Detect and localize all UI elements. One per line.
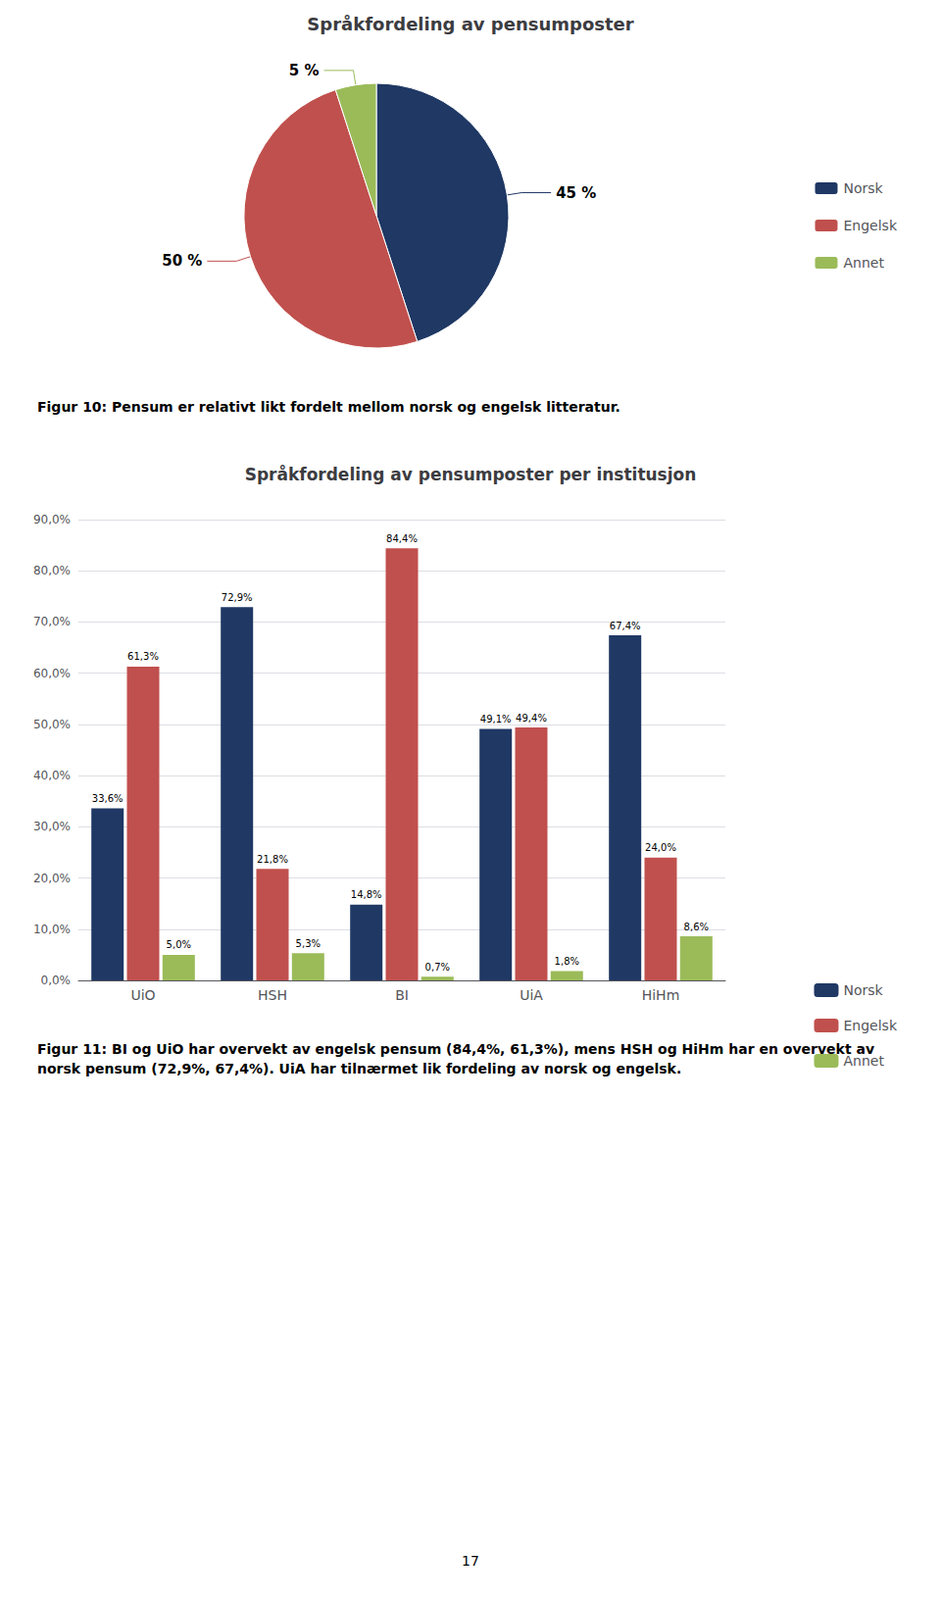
svg-text:Norsk: Norsk	[842, 982, 884, 998]
svg-text:1,8%: 1,8%	[554, 955, 580, 967]
svg-text:UiA: UiA	[519, 987, 544, 1003]
svg-text:10,0%: 10,0%	[33, 922, 71, 937]
svg-text:5 %: 5 %	[289, 61, 320, 80]
svg-text:45 %: 45 %	[555, 184, 596, 202]
svg-text:5,0%: 5,0%	[166, 939, 192, 950]
svg-text:49,1%: 49,1%	[480, 713, 512, 725]
svg-text:8,6%: 8,6%	[684, 921, 709, 933]
svg-text:5,3%: 5,3%	[296, 938, 321, 949]
svg-text:Annet: Annet	[842, 254, 885, 271]
svg-text:HSH: HSH	[257, 987, 288, 1003]
svg-text:17: 17	[461, 1552, 480, 1569]
svg-text:70,0%: 70,0%	[33, 614, 71, 629]
svg-text:Språkfordeling av pensumposter: Språkfordeling av pensumposter	[306, 13, 634, 35]
svg-text:14,8%: 14,8%	[350, 889, 383, 900]
svg-text:Språkfordeling av pensumposter: Språkfordeling av pensumposter per insti…	[245, 463, 697, 485]
svg-text:80,0%: 80,0%	[33, 563, 71, 578]
svg-text:UiO: UiO	[130, 987, 155, 1003]
svg-text:0,7%: 0,7%	[425, 961, 450, 973]
svg-text:Figur 10: Pensum er relativt l: Figur 10: Pensum er relativt likt fordel…	[37, 398, 621, 415]
svg-text:61,3%: 61,3%	[127, 650, 159, 662]
svg-text:BI: BI	[395, 987, 409, 1003]
svg-text:60,0%: 60,0%	[33, 666, 71, 681]
svg-text:50 %: 50 %	[161, 251, 202, 270]
svg-text:30,0%: 30,0%	[33, 819, 71, 834]
svg-text:Engelsk: Engelsk	[842, 217, 897, 234]
svg-text:72,9%: 72,9%	[221, 592, 253, 603]
svg-text:Norsk: Norsk	[842, 180, 884, 197]
svg-text:Figur 11: BI og UiO har overve: Figur 11: BI og UiO har overvekt av enge…	[37, 1040, 880, 1057]
svg-text:Engelsk: Engelsk	[842, 1017, 897, 1034]
svg-text:50,0%: 50,0%	[33, 717, 71, 732]
svg-text:84,4%: 84,4%	[386, 533, 418, 545]
svg-text:norsk pensum (72,9%, 67,4%). U: norsk pensum (72,9%, 67,4%). UiA har til…	[37, 1060, 682, 1077]
svg-text:21,8%: 21,8%	[256, 853, 289, 865]
svg-text:67,4%: 67,4%	[609, 620, 642, 632]
svg-text:20,0%: 20,0%	[33, 871, 71, 886]
svg-text:HiHm: HiHm	[642, 987, 681, 1003]
svg-text:90,0%: 90,0%	[33, 512, 71, 527]
svg-text:0,0%: 0,0%	[41, 973, 72, 988]
svg-text:Annet: Annet	[842, 1052, 885, 1069]
svg-text:49,4%: 49,4%	[515, 712, 547, 724]
svg-text:40,0%: 40,0%	[33, 768, 71, 783]
svg-text:24,0%: 24,0%	[644, 841, 677, 853]
svg-text:33,6%: 33,6%	[92, 792, 124, 804]
